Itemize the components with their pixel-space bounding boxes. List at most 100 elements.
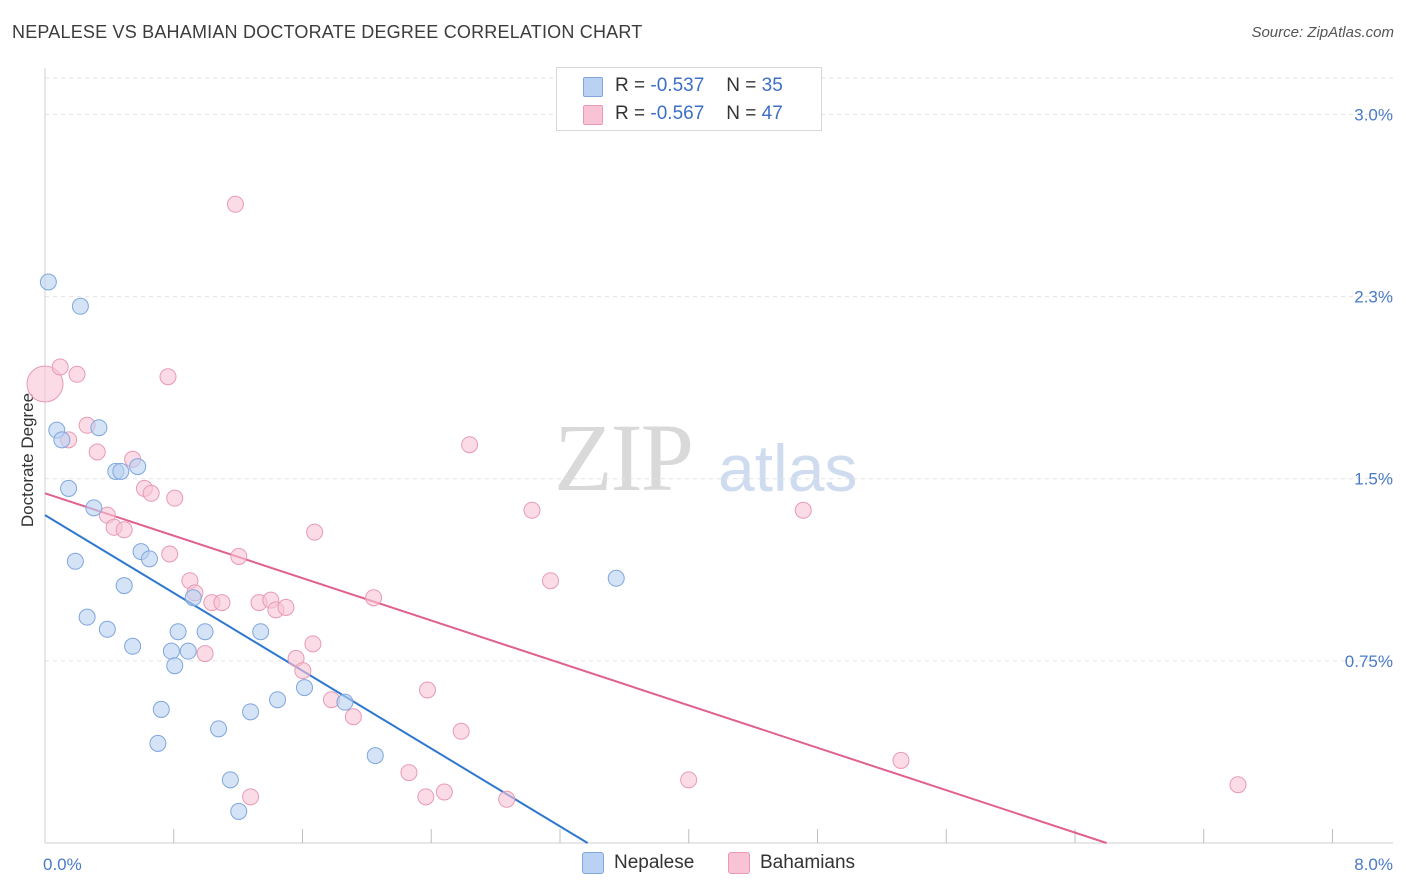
point-bahamians	[161, 545, 179, 563]
point-bahamians	[1229, 776, 1247, 794]
x-tick-label: 0.0%	[43, 855, 82, 874]
bottom-legend-swatch-nepalese	[582, 852, 604, 874]
point-nepalese	[295, 679, 313, 697]
correlation-legend: R = -0.537 N = 35 R = -0.567 N = 47	[556, 67, 822, 131]
point-bahamians	[304, 635, 322, 653]
point-nepalese	[242, 703, 260, 721]
point-bahamians	[461, 436, 479, 454]
point-bahamians	[542, 572, 559, 590]
point-nepalese	[230, 802, 248, 820]
point-bahamians	[452, 722, 470, 740]
point-nepalese	[252, 623, 270, 641]
point-nepalese	[336, 693, 354, 711]
trend-lines	[44, 492, 1107, 844]
y-tick-label: 2.3%	[1354, 288, 1393, 307]
point-nepalese	[366, 747, 384, 765]
trend-line-nepalese	[44, 514, 589, 844]
legend-swatch-bahamians	[583, 105, 603, 125]
y-tick-label: 1.5%	[1354, 470, 1393, 489]
point-bahamians	[115, 521, 133, 539]
point-bahamians	[417, 788, 435, 806]
point-bahamians	[226, 195, 244, 213]
point-bahamians	[68, 365, 86, 383]
tick-labels: 0.75% 1.5% 2.3% 3.0% 0.0% 8.0%	[43, 105, 1393, 874]
point-bahamians	[142, 484, 160, 502]
point-bahamians	[51, 358, 69, 376]
gridlines	[45, 77, 1393, 662]
point-nepalese	[124, 637, 142, 655]
point-nepalese	[179, 642, 197, 660]
watermark-atlas: atlas	[718, 431, 858, 505]
point-bahamians	[213, 594, 231, 612]
legend-n-label: N =	[726, 103, 757, 124]
point-bahamians	[498, 790, 516, 808]
x-tick-label: 8.0%	[1354, 855, 1393, 874]
point-nepalese	[269, 691, 287, 709]
point-bahamians	[365, 589, 383, 607]
point-bahamians	[794, 501, 812, 519]
point-bahamians	[196, 645, 214, 663]
point-bahamians	[277, 598, 295, 616]
point-nepalese	[71, 297, 89, 315]
bottom-legend-label-bahamians: Bahamians	[760, 852, 856, 873]
point-bahamians	[159, 368, 177, 386]
chart-title: NEPALESE VS BAHAMIAN DOCTORATE DEGREE CO…	[12, 22, 643, 42]
point-nepalese	[78, 608, 96, 626]
legend-n-label: N =	[726, 75, 757, 96]
bottom-legend-nepalese: Nepalese	[582, 852, 694, 874]
point-nepalese	[221, 771, 239, 789]
bottom-legend-swatch-bahamians	[728, 852, 750, 874]
point-nepalese	[162, 642, 180, 660]
point-bahamians	[26, 365, 64, 403]
point-nepalese	[210, 720, 228, 738]
point-nepalese	[196, 623, 214, 641]
y-tick-label: 0.75%	[1345, 652, 1393, 671]
point-bahamians	[418, 681, 436, 699]
point-nepalese	[60, 479, 78, 497]
trend-line-bahamians	[44, 492, 1107, 844]
legend-row-bahamians: R = -0.567 N = 47	[615, 102, 783, 126]
point-bahamians	[344, 708, 362, 726]
point-bahamians	[435, 783, 453, 801]
point-nepalese	[607, 569, 625, 587]
bottom-legend-label-nepalese: Nepalese	[614, 852, 695, 873]
point-nepalese	[90, 419, 108, 437]
point-nepalese	[66, 552, 84, 570]
point-bahamians	[88, 443, 106, 461]
point-nepalese	[98, 620, 116, 638]
point-nepalese	[85, 499, 103, 517]
point-nepalese	[53, 431, 71, 449]
point-bahamians	[892, 751, 910, 769]
legend-r-label: R =	[615, 103, 646, 124]
point-nepalese	[112, 462, 130, 480]
point-bahamians	[400, 764, 418, 782]
legend-r-value: -0.537	[650, 75, 705, 96]
point-bahamians	[523, 501, 541, 519]
point-nepalese	[166, 657, 184, 675]
legend-n-value: 35	[761, 75, 783, 96]
legend-r-label: R =	[615, 75, 646, 96]
point-bahamians	[166, 489, 184, 507]
axes	[44, 68, 1393, 844]
point-nepalese	[140, 550, 158, 568]
chart-source: Source: ZipAtlas.com	[1251, 24, 1394, 41]
legend-r-value: -0.567	[650, 103, 705, 124]
point-nepalese	[115, 577, 133, 595]
legend-swatch-nepalese	[583, 77, 603, 97]
legend-n-value: 47	[761, 103, 783, 124]
point-bahamians	[306, 523, 324, 541]
watermark-zip: ZIP	[554, 404, 694, 511]
data-points	[26, 195, 1247, 820]
point-bahamians	[294, 662, 312, 680]
point-nepalese	[169, 623, 187, 641]
point-nepalese	[152, 700, 170, 718]
point-nepalese	[149, 734, 167, 752]
point-bahamians	[242, 788, 260, 806]
point-bahamians	[230, 547, 248, 565]
point-nepalese	[184, 589, 202, 607]
point-nepalese	[39, 273, 57, 291]
point-bahamians	[680, 771, 698, 789]
legend-row-nepalese: R = -0.537 N = 35	[615, 74, 783, 98]
point-nepalese	[129, 458, 147, 476]
